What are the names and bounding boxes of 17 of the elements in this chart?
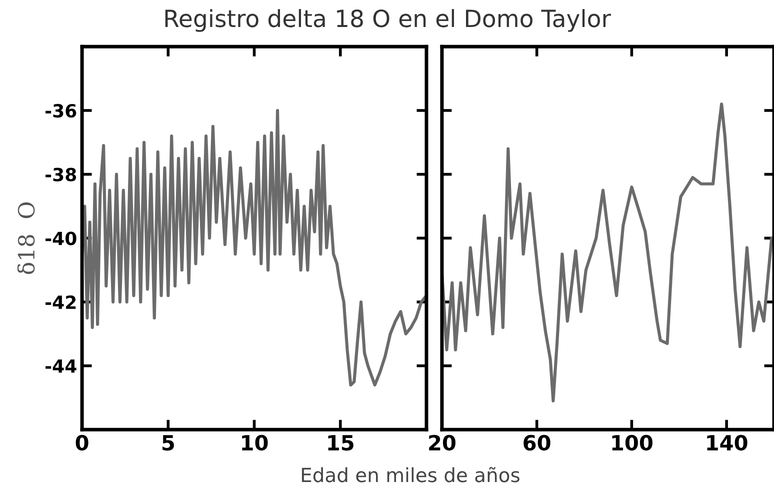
y-tick-label: -36	[46, 104, 76, 118]
chart-title: Registro delta 18 O en el Domo Taylor	[165, 9, 611, 32]
x-tick-label: 20	[429, 434, 456, 451]
y-tick-label: -40	[46, 232, 76, 246]
x-tick-label: 15	[328, 435, 354, 451]
y-tick-label: -38	[46, 168, 76, 182]
x-tick-label: 0	[76, 434, 88, 451]
x-tick-label: 60	[524, 434, 550, 451]
x-axis-title: Edad en miles de años	[302, 466, 520, 482]
x-tick-label: 5	[162, 435, 174, 451]
x-tick-label: 100	[612, 434, 652, 451]
line-series	[82, 108, 426, 386]
x-tick-label: 10	[242, 434, 268, 451]
y-tick-label: -42	[46, 295, 76, 309]
y-axis-title: δ18 O	[17, 202, 35, 274]
y-tick-label: -44	[46, 359, 76, 373]
x-tick-label: 140	[707, 434, 748, 451]
